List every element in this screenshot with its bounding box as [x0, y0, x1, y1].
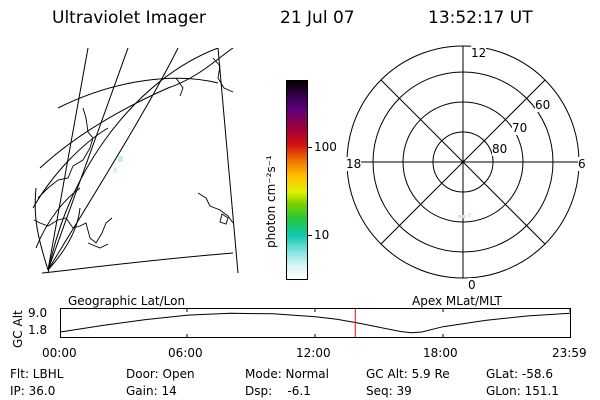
colorbar-tick-label: 10 [314, 228, 330, 242]
coastline [197, 192, 234, 224]
door-info: Door: Open [126, 367, 195, 381]
seq-info: Seq: 39 [366, 384, 412, 398]
gc-alt-info: GC Alt: 5.9 Re [366, 367, 450, 381]
latitude-line [39, 48, 234, 169]
date-label: 21 Jul 07 [280, 8, 355, 28]
latitude-line [41, 252, 234, 274]
timeline-xtick-label: 06:00 [168, 346, 203, 360]
mlat-label-70: 70 [512, 121, 528, 135]
mlt-label-6: 6 [578, 157, 586, 171]
emission-speck [468, 213, 471, 217]
colorbar-tick [307, 147, 312, 148]
earth-limb-right [217, 48, 239, 274]
emission-speck [128, 128, 131, 131]
geographic-caption: Geographic Lat/Lon [68, 294, 186, 308]
apex-caption: Apex MLat/MLT [412, 294, 502, 308]
colorbar-tick-label: 100 [314, 140, 337, 154]
timeline-ytick-label: 9.0 [28, 306, 48, 320]
glon-info: GLon: 151.1 [486, 384, 559, 398]
gain-info: Gain: 14 [126, 384, 177, 398]
colorbar-tick [307, 235, 312, 236]
filter-info: Flt: LBHL [10, 367, 64, 381]
mlat-label-60: 60 [535, 98, 551, 112]
earth-limb [47, 48, 219, 274]
longitude-line [47, 48, 129, 271]
mlt-label-12: 12 [471, 46, 487, 60]
coastline [87, 242, 109, 249]
instrument-title: Ultraviolet Imager [52, 8, 206, 28]
mlat-label-80: 80 [492, 142, 508, 156]
polar-plot [346, 45, 580, 279]
color-bar [286, 80, 308, 280]
ip-info: IP: 36.0 [10, 384, 56, 398]
longitude-line [34, 187, 49, 271]
timeline-xtick-label: 12:00 [296, 346, 331, 360]
timeline-xtick-label: 00:00 [42, 346, 77, 360]
time-label: 13:52:17 UT [428, 8, 533, 28]
emission-speck [458, 215, 466, 218]
timeline-xtick-label: 23:59 [552, 346, 587, 360]
mode-info: Mode: Normal [245, 367, 329, 381]
mlt-label-0: 0 [468, 278, 476, 292]
coastline [212, 57, 234, 93]
coastline [33, 217, 113, 244]
emission-speck [118, 156, 123, 162]
longitude-line [47, 48, 179, 271]
timeline-ytick-label: 1.8 [28, 323, 48, 337]
coastline [219, 213, 229, 225]
latitude-line [32, 127, 109, 209]
timeline-xtick-label: 18:00 [423, 346, 458, 360]
orbit-timeline [60, 308, 571, 338]
colorbar-label: photon cm⁻²s⁻¹ [264, 155, 278, 248]
emission-speck [113, 168, 117, 173]
timeline-ylabel: GC Alt [11, 310, 25, 348]
coastline [37, 107, 94, 199]
coastline [175, 77, 184, 97]
geographic-map [32, 48, 239, 274]
glat-info: GLat: -58.6 [486, 367, 553, 381]
latitude-line [35, 187, 81, 249]
longitude-line [47, 48, 89, 271]
longitude-line [47, 207, 81, 271]
timeline-frame [60, 308, 571, 338]
mlt-meridian [380, 79, 546, 245]
orbit-altitude-curve [60, 312, 571, 334]
dsp-info: Dsp: -6.1 [245, 384, 311, 398]
mlt-label-18: 18 [346, 157, 362, 171]
